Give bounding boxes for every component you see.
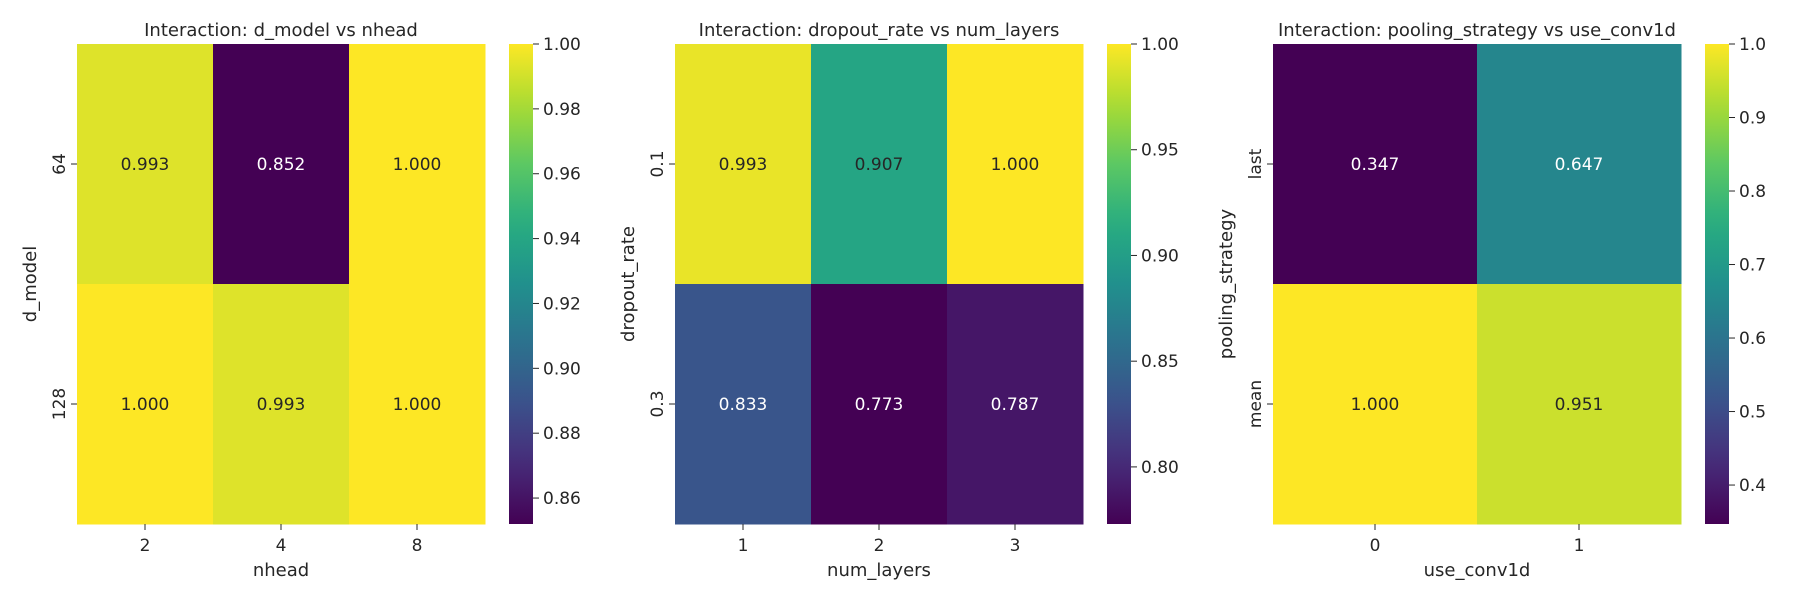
colorbar-tick-label: 0.86 [543, 489, 581, 509]
cell-value-label: 0.647 [1555, 155, 1604, 175]
cell-value-label: 1.000 [991, 155, 1040, 175]
y-tick-label: 0.1 [648, 150, 668, 177]
y-tick-label: 64 [50, 153, 70, 175]
heatmap-cell [349, 44, 486, 285]
x-tick-label: 2 [874, 536, 885, 556]
cell-value-label: 0.852 [257, 155, 306, 175]
heatmap-cell [811, 44, 948, 285]
heatmap-cell [1477, 44, 1682, 285]
cell-value-label: 0.833 [719, 395, 768, 415]
colorbar [1705, 44, 1729, 524]
heatmap-cell [675, 44, 812, 285]
heatmap-cell [811, 284, 948, 525]
heatmap-cell [77, 284, 214, 525]
cell-value-label: 0.787 [991, 395, 1040, 415]
cell-value-label: 0.993 [719, 155, 768, 175]
x-tick-label: 4 [276, 536, 287, 556]
colorbar-tick-label: 0.8 [1739, 182, 1766, 202]
colorbar-tick-label: 0.88 [543, 424, 581, 444]
colorbar-tick-label: 0.95 [1141, 141, 1179, 161]
heatmap-cell [1273, 44, 1478, 285]
chart-title: Interaction: dropout_rate vs num_layers [699, 20, 1060, 41]
heatmap-cell [213, 44, 350, 285]
heatmap-cell [77, 44, 214, 285]
colorbar-tick-label: 0.6 [1739, 329, 1766, 349]
x-axis-label: num_layers [827, 560, 931, 581]
colorbar-tick-label: 1.00 [1141, 35, 1179, 55]
x-tick-label: 2 [140, 536, 151, 556]
colorbar-tick-label: 0.5 [1739, 403, 1766, 423]
heatmap-cell [1273, 284, 1478, 525]
colorbar-tick-label: 0.90 [543, 359, 581, 379]
cell-value-label: 1.000 [393, 155, 442, 175]
cell-value-label: 0.951 [1555, 395, 1604, 415]
x-tick-label: 8 [412, 536, 423, 556]
y-axis-label: pooling_strategy [1216, 208, 1237, 359]
heatmap-panel-2: 0.993 0.907 1.000 0.833 0.773 0.787 Interactio… [618, 20, 1179, 581]
colorbar-tick-label: 0.90 [1141, 246, 1179, 266]
x-tick-label: 1 [738, 536, 749, 556]
y-axis-label: dropout_rate [618, 226, 639, 342]
cell-value-label: 0.993 [257, 395, 306, 415]
y-tick-label: mean [1246, 380, 1266, 428]
chart-title: Interaction: pooling_strategy vs use_con… [1278, 20, 1676, 41]
y-tick-label: 0.3 [648, 390, 668, 417]
colorbar-tick-label: 0.9 [1739, 109, 1766, 129]
colorbar-tick-label: 0.7 [1739, 256, 1766, 276]
cell-value-label: 1.000 [1351, 395, 1400, 415]
cell-value-label: 1.000 [121, 395, 170, 415]
colorbar-tick-label: 1.0 [1739, 35, 1766, 55]
colorbar-tick-label: 0.92 [543, 294, 581, 314]
colorbar-tick-label: 0.98 [543, 100, 581, 120]
colorbar [1107, 44, 1131, 524]
x-tick-label: 0 [1370, 536, 1381, 556]
y-axis-label: d_model [20, 246, 41, 322]
heatmap-cell [675, 284, 812, 525]
colorbar-tick-label: 0.96 [543, 165, 581, 185]
colorbar [509, 44, 533, 524]
heatmap-cell [947, 44, 1084, 285]
y-tick-label: 128 [50, 388, 70, 420]
colorbar-tick-label: 0.85 [1141, 352, 1179, 372]
colorbar-tick-label: 0.80 [1141, 458, 1179, 478]
heatmap-panel-3: 0.347 0.647 1.000 0.951 Interaction: pooling… [1216, 20, 1766, 581]
chart-title: Interaction: d_model vs nhead [144, 20, 418, 41]
cell-value-label: 0.907 [855, 155, 904, 175]
cell-value-label: 0.993 [121, 155, 170, 175]
colorbar-tick-label: 0.94 [543, 230, 581, 250]
x-axis-label: use_conv1d [1424, 560, 1531, 581]
y-tick-label: last [1246, 148, 1266, 179]
cell-value-label: 1.000 [393, 395, 442, 415]
x-axis-label: nhead [253, 560, 309, 581]
cell-value-label: 0.773 [855, 395, 904, 415]
heatmap-cell [1477, 284, 1682, 525]
x-tick-label: 3 [1010, 536, 1021, 556]
heatmap-cell [349, 284, 486, 525]
heatmap-panel-1: 0.993 0.852 1.000 1.000 0.993 1.000 Interactio… [20, 20, 581, 581]
cell-value-label: 0.347 [1351, 155, 1400, 175]
heatmap-cell [947, 284, 1084, 525]
colorbar-tick-label: 1.00 [543, 35, 581, 55]
x-tick-label: 1 [1574, 536, 1585, 556]
heatmap-cell [213, 284, 350, 525]
colorbar-tick-label: 0.4 [1739, 476, 1766, 496]
